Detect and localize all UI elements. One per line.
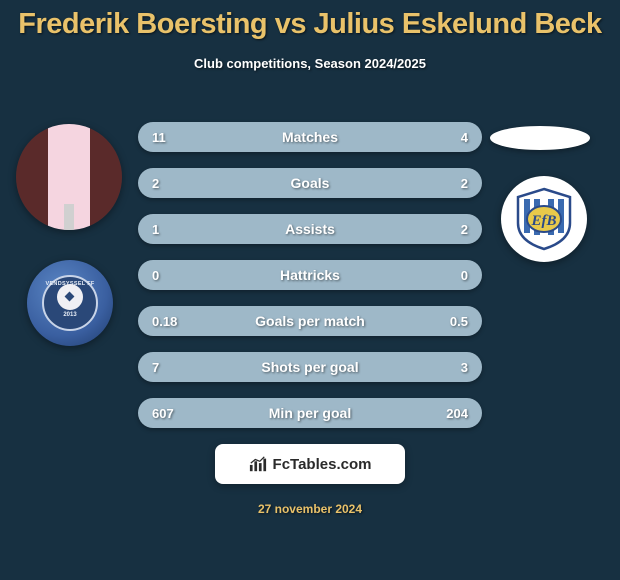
stat-right-value: 2 (461, 222, 468, 237)
player-right-avatar-placeholder (490, 126, 590, 150)
club-right-shield: EfB (514, 187, 574, 251)
club-right-initials: EfB (530, 213, 556, 229)
stat-label: Goals per match (138, 313, 482, 329)
stat-right-value: 204 (446, 406, 468, 421)
stat-left-value: 607 (152, 406, 174, 421)
chart-icon (249, 455, 267, 473)
stat-right-value: 2 (461, 176, 468, 191)
stat-label: Min per goal (138, 405, 482, 421)
page-title: Frederik Boersting vs Julius Eskelund Be… (0, 8, 620, 41)
club-left-year: 2013 (63, 312, 76, 318)
stats-list: 11Matches42Goals21Assists20Hattricks00.1… (138, 122, 482, 444)
stat-left-value: 2 (152, 176, 159, 191)
player-left-photo (16, 124, 122, 230)
stat-label: Hattricks (138, 267, 482, 283)
soccer-ball-icon (57, 284, 83, 310)
stat-label: Goals (138, 175, 482, 191)
stat-left-value: 11 (152, 130, 166, 145)
club-right-badge: EfB (501, 176, 587, 262)
stat-label: Matches (138, 129, 482, 145)
player-left-avatar (16, 124, 122, 230)
club-left-badge: VENDSYSSEL FF 2013 (27, 260, 113, 346)
footer-date: 27 november 2024 (0, 502, 620, 516)
stat-row: 11Matches4 (138, 122, 482, 152)
club-left-badge-inner: VENDSYSSEL FF 2013 (42, 275, 98, 331)
season-subtitle: Club competitions, Season 2024/2025 (0, 56, 620, 71)
stat-right-value: 0.5 (450, 314, 468, 329)
stat-row: 7Shots per goal3 (138, 352, 482, 382)
stat-label: Assists (138, 221, 482, 237)
stat-left-value: 1 (152, 222, 159, 237)
stat-row: 0.18Goals per match0.5 (138, 306, 482, 336)
comparison-infographic: Frederik Boersting vs Julius Eskelund Be… (0, 0, 620, 580)
stat-row: 607Min per goal204 (138, 398, 482, 428)
stat-row: 0Hattricks0 (138, 260, 482, 290)
stat-left-value: 0 (152, 268, 159, 283)
brand-text: FcTables.com (273, 456, 372, 473)
shield-icon: EfB (514, 187, 574, 251)
stat-left-value: 7 (152, 360, 159, 375)
stat-right-value: 0 (461, 268, 468, 283)
stat-row: 1Assists2 (138, 214, 482, 244)
stat-label: Shots per goal (138, 359, 482, 375)
stat-row: 2Goals2 (138, 168, 482, 198)
stat-left-value: 0.18 (152, 314, 177, 329)
stat-right-value: 3 (461, 360, 468, 375)
stat-right-value: 4 (461, 130, 468, 145)
brand-badge: FcTables.com (215, 444, 405, 484)
